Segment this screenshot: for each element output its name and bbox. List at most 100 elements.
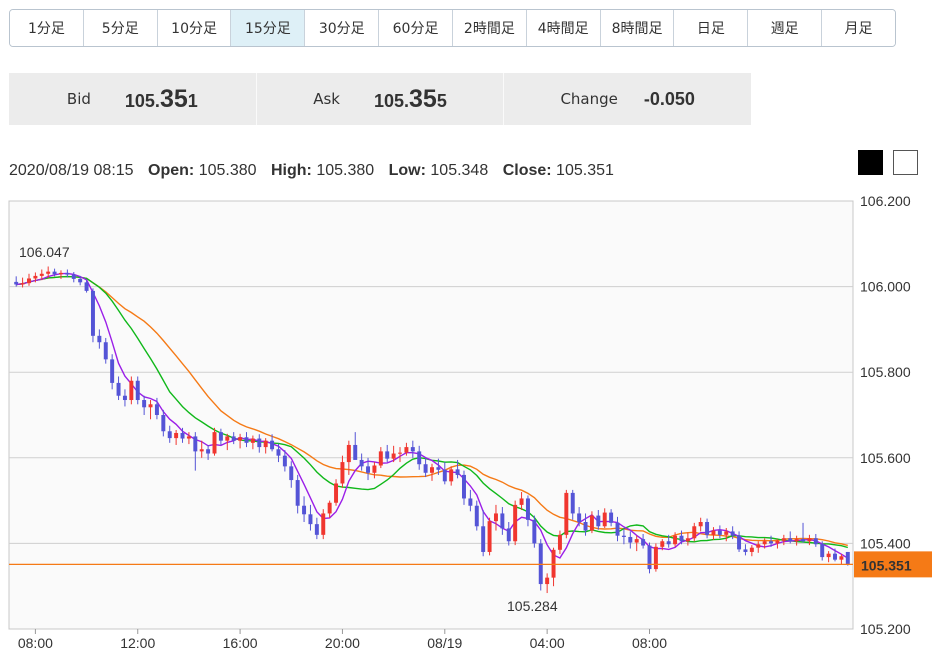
candle-body [564, 492, 569, 535]
candle-body [730, 531, 735, 536]
ask-value-pips: 35 [409, 84, 437, 113]
candle-body [39, 273, 44, 276]
x-tick-label: 16:00 [223, 635, 258, 651]
bid-value-main: 105. [124, 90, 160, 111]
candle-body [97, 335, 102, 343]
tab-11[interactable]: 月足 [822, 10, 895, 46]
tab-1[interactable]: 5分足 [83, 10, 158, 46]
bid-value-fraction: 1 [187, 90, 198, 111]
candle-body [308, 514, 313, 525]
candle-body [609, 512, 614, 523]
light-theme-button[interactable] [893, 150, 918, 175]
candle-body [65, 272, 70, 275]
candle-body [110, 359, 115, 383]
candle-body [481, 526, 486, 552]
candle-body [276, 449, 281, 456]
tab-0[interactable]: 1分足 [10, 10, 84, 46]
candle-body [468, 498, 473, 506]
ohlc-low-label: Low: [388, 162, 426, 179]
candle-body [270, 440, 275, 450]
tab-6[interactable]: 2時間足 [452, 10, 527, 46]
ask-label: Ask [313, 90, 340, 108]
tab-4[interactable]: 30分足 [305, 10, 380, 46]
candle-body [801, 539, 806, 542]
bid-label: Bid [66, 90, 91, 108]
tab-7[interactable]: 4時間足 [526, 10, 601, 46]
candle-body [839, 556, 844, 560]
candle-body [749, 547, 754, 552]
candle-body [660, 541, 665, 547]
candle-body [84, 282, 89, 291]
dark-theme-button[interactable] [858, 150, 883, 175]
x-tick-label: 04:00 [530, 635, 565, 651]
candle-body [737, 535, 742, 550]
candle-body [641, 539, 646, 546]
y-tick-label: 105.800 [860, 364, 911, 380]
candle-body [570, 492, 575, 514]
current-price-label: 105.351 [861, 557, 912, 573]
x-tick-label: 08/19 [427, 635, 462, 651]
tab-3[interactable]: 15分足 [231, 10, 306, 46]
candle-body [775, 540, 780, 544]
candle-body [27, 278, 31, 284]
candle-body [449, 469, 454, 482]
tab-8[interactable]: 8時間足 [600, 10, 675, 46]
candle-body [762, 541, 767, 545]
candle-body [628, 536, 633, 543]
tab-10[interactable]: 週足 [748, 10, 823, 46]
candle-body [334, 483, 339, 503]
candle-body [378, 451, 383, 466]
candle-body [474, 505, 479, 527]
candle-body [532, 519, 537, 544]
candle-body [122, 395, 127, 401]
candle-body [33, 275, 38, 279]
ohlc-open: Open: 105.380 [148, 162, 257, 179]
candle-body [103, 342, 108, 360]
y-tick-label: 105.400 [860, 535, 911, 551]
candle-body [142, 400, 147, 408]
candle-body [257, 438, 262, 448]
candle-body [231, 436, 236, 441]
candle-body [410, 447, 415, 452]
candle-body [116, 382, 121, 396]
ohlc-close-label: Close: [502, 162, 552, 179]
candle-body [513, 504, 518, 542]
candle-body [596, 515, 601, 527]
candle-body [679, 535, 684, 542]
candle-body [826, 553, 831, 558]
bid-value: 105.351 [125, 85, 198, 114]
candle-body [666, 541, 671, 545]
ohlc-close: Close: 105.351 [503, 162, 614, 179]
x-tick-label: 20:00 [325, 635, 360, 651]
ask-value-main: 105. [373, 90, 409, 111]
candle-body [404, 447, 409, 453]
candle-body [519, 498, 524, 505]
tab-5[interactable]: 60分足 [379, 10, 453, 46]
candle-body [263, 440, 268, 448]
candle-body [46, 271, 51, 274]
candle-body [557, 534, 562, 550]
candle-body [391, 453, 396, 459]
candle-body [462, 474, 466, 499]
candle-body [500, 513, 505, 529]
candle-body [788, 538, 793, 542]
ohlc-open-label: Open: [148, 162, 195, 179]
candle-body [833, 553, 837, 560]
candle-body [711, 530, 716, 535]
candle-body [321, 513, 326, 535]
tab-2[interactable]: 10分足 [157, 10, 232, 46]
candle-body [455, 469, 460, 475]
candle-body [538, 543, 543, 585]
timeframe-tabs: 1分足 5分足 10分足 15分足 30分足 60分足 2時間足 4時間足 8時間足 日足 週足 月足 [9, 9, 896, 47]
candle-body [813, 538, 818, 545]
candle-body [372, 465, 377, 473]
candle-body [385, 451, 390, 459]
candle-body [756, 544, 761, 548]
tab-9[interactable]: 日足 [674, 10, 749, 46]
candle-body [589, 515, 594, 531]
candle-body [692, 526, 697, 539]
ohlc-high-value: 105.380 [316, 162, 375, 179]
candle-body [250, 438, 255, 443]
candle-body [366, 466, 371, 473]
